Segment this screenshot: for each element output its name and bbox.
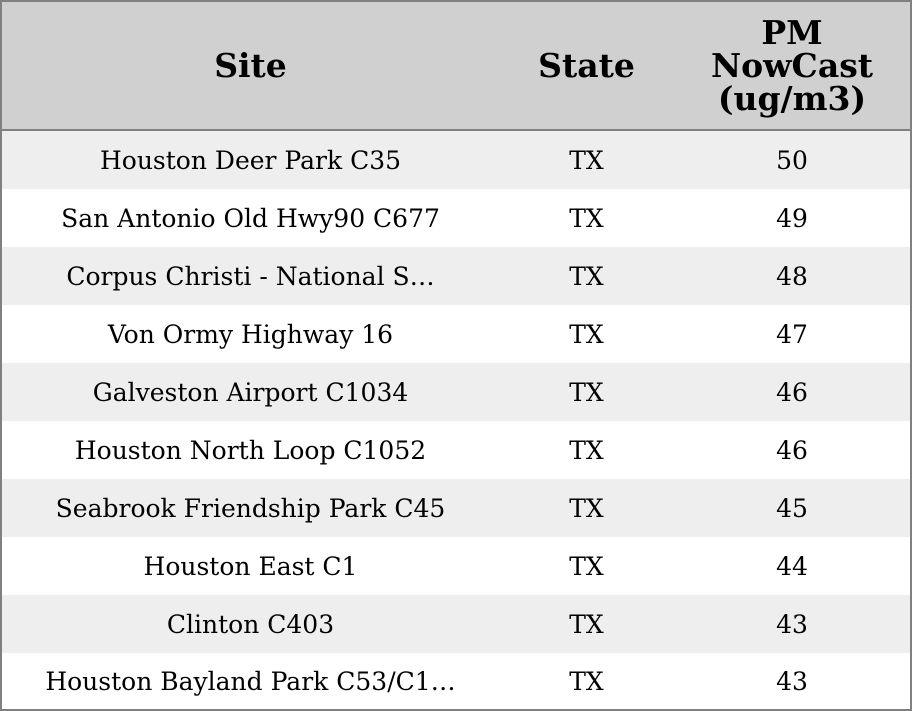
- state-cell: TX: [499, 189, 674, 247]
- table-body: Houston Deer Park C35 TX 50 San Antonio Old…: [2, 130, 910, 709]
- header-site: Site: [2, 2, 499, 131]
- pm-value-cell: 43: [674, 653, 910, 709]
- table-row: Houston Deer Park C35 TX 50: [2, 130, 910, 189]
- pm-value-cell: 43: [674, 595, 910, 653]
- state-cell: TX: [499, 479, 674, 537]
- header-site-line: Site: [214, 46, 287, 85]
- state-cell: TX: [499, 537, 674, 595]
- table-row: San Antonio Old Hwy90 C677 TX 49: [2, 189, 910, 247]
- state-cell: TX: [499, 421, 674, 479]
- state-cell: TX: [499, 130, 674, 189]
- pm-value-cell: 44: [674, 537, 910, 595]
- state-cell: TX: [499, 363, 674, 421]
- table-row: Houston Bayland Park C53/C1… TX 43: [2, 653, 910, 709]
- site-cell: Von Ormy Highway 16: [2, 305, 499, 363]
- header-row: Site State PM NowCast (ug/m3): [2, 2, 910, 131]
- pm-value-cell: 46: [674, 421, 910, 479]
- pm-value-cell: 46: [674, 363, 910, 421]
- site-cell: San Antonio Old Hwy90 C677: [2, 189, 499, 247]
- header-state-line: State: [538, 46, 635, 85]
- site-cell: Houston East C1: [2, 537, 499, 595]
- state-cell: TX: [499, 595, 674, 653]
- site-cell: Houston Deer Park C35: [2, 130, 499, 189]
- header-pm-nowcast: PM NowCast (ug/m3): [674, 2, 910, 131]
- table-row: Houston North Loop C1052 TX 46: [2, 421, 910, 479]
- site-cell: Clinton C403: [2, 595, 499, 653]
- pm-value-cell: 45: [674, 479, 910, 537]
- pm-value-cell: 48: [674, 247, 910, 305]
- site-cell: Houston North Loop C1052: [2, 421, 499, 479]
- site-cell: Corpus Christi - National S…: [2, 247, 499, 305]
- header-state: State: [499, 2, 674, 131]
- state-cell: TX: [499, 247, 674, 305]
- pm-value-cell: 49: [674, 189, 910, 247]
- header-pm-line-1: PM: [761, 13, 823, 52]
- table-row: Galveston Airport C1034 TX 46: [2, 363, 910, 421]
- site-cell: Galveston Airport C1034: [2, 363, 499, 421]
- header-pm-line-2: NowCast: [710, 46, 874, 85]
- table-row: Von Ormy Highway 16 TX 47: [2, 305, 910, 363]
- pm-value-cell: 50: [674, 130, 910, 189]
- table-row: Corpus Christi - National S… TX 48: [2, 247, 910, 305]
- site-cell: Houston Bayland Park C53/C1…: [2, 653, 499, 709]
- header-pm-line-3: (ug/m3): [717, 79, 867, 118]
- pm-value-cell: 47: [674, 305, 910, 363]
- state-cell: TX: [499, 653, 674, 709]
- table-row: Clinton C403 TX 43: [2, 595, 910, 653]
- table-row: Seabrook Friendship Park C45 TX 45: [2, 479, 910, 537]
- table-row: Houston East C1 TX 44: [2, 537, 910, 595]
- table-header: Site State PM NowCast (ug/m3): [2, 2, 910, 131]
- site-cell: Seabrook Friendship Park C45: [2, 479, 499, 537]
- state-cell: TX: [499, 305, 674, 363]
